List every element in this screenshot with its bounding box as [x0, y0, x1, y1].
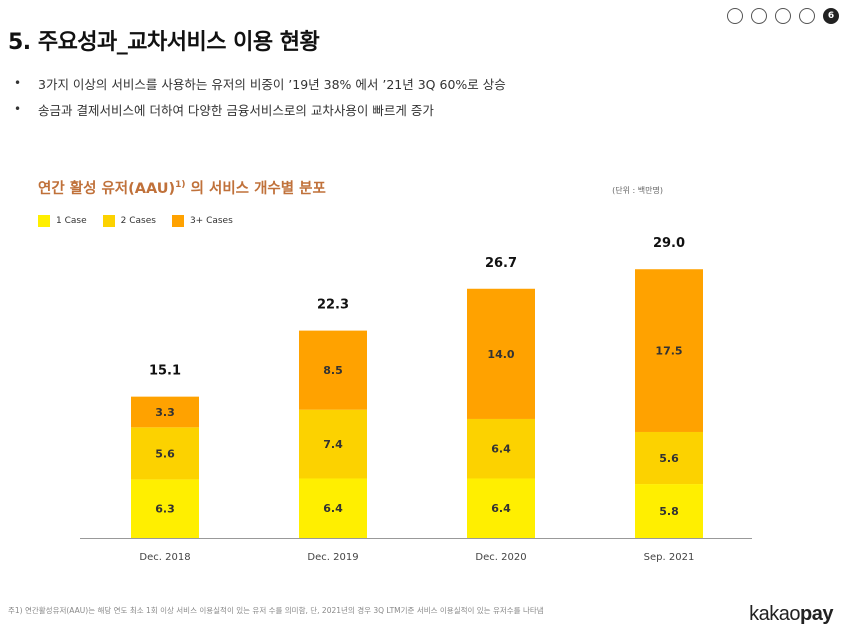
bar-segment: [299, 478, 367, 538]
legend-item: 1 Case: [38, 215, 87, 227]
chart-title-footnote-mark: 1): [175, 180, 186, 191]
bullet-text: 3가지 이상의 서비스를 사용하는 유저의 비중이 ’19년 38% 에서 ’2…: [38, 76, 506, 92]
x-tick-label: Dec. 2020: [475, 552, 526, 563]
data-label: 3.3: [155, 406, 175, 419]
chart-legend: 1 Case 2 Cases 3+ Cases: [38, 215, 233, 227]
bar-segment: [467, 478, 535, 538]
bar-segment: [131, 479, 199, 538]
bar-segment: [299, 409, 367, 479]
bullet-item: • 송금과 결제서비스에 더하여 다양한 금융서비스로의 교차사용이 빠르게 증…: [14, 96, 506, 122]
page-dot-current[interactable]: 6: [823, 8, 839, 24]
bar-segment: [467, 418, 535, 479]
page-indicator: 6: [727, 8, 839, 24]
footnote: 주1) 연간활성유저(AAU)는 해당 연도 최소 1회 이상 서비스 이용실적…: [8, 606, 544, 615]
data-label: 6.4: [491, 502, 511, 515]
total-label: 29.0: [653, 236, 685, 251]
legend-label: 1 Case: [56, 216, 87, 226]
logo-part-kakao: kakao: [749, 603, 801, 625]
chart-title: 연간 활성 유저(AAU)1) 의 서비스 개수별 분포: [38, 177, 326, 198]
kakaopay-logo: kakaopay: [749, 603, 833, 626]
bar-segment: [467, 288, 535, 419]
data-label: 6.4: [323, 502, 343, 515]
bar-segment: [131, 396, 199, 428]
x-tick-label: Sep. 2021: [644, 552, 695, 563]
data-label: 14.0: [487, 348, 514, 361]
page-dot[interactable]: [775, 8, 791, 24]
logo-part-pay: pay: [800, 603, 833, 625]
bullet-item: • 3가지 이상의 서비스를 사용하는 유저의 비중이 ’19년 38% 에서 …: [14, 70, 506, 96]
x-tick-label: Dec. 2018: [139, 552, 190, 563]
page-dot[interactable]: [799, 8, 815, 24]
total-label: 15.1: [149, 364, 181, 379]
bar-segment: [299, 330, 367, 410]
data-label: 17.5: [655, 345, 682, 358]
data-label: 5.6: [155, 447, 175, 460]
bar-segment: [635, 269, 703, 432]
legend-swatch: [38, 215, 50, 227]
legend-label: 2 Cases: [120, 216, 156, 226]
bullet-glyph: •: [14, 76, 22, 90]
x-tick-label: Dec. 2019: [307, 552, 358, 563]
total-label: 26.7: [485, 256, 517, 271]
data-label: 6.3: [155, 503, 175, 516]
page-dot[interactable]: [751, 8, 767, 24]
bar-segment: [635, 431, 703, 485]
chart-title-main: 연간 활성 유저(AAU): [38, 181, 176, 197]
bullet-glyph: •: [14, 102, 22, 116]
data-label: 5.8: [659, 505, 679, 518]
legend-label: 3+ Cases: [189, 216, 233, 226]
bar-segment: [635, 484, 703, 538]
page-title: 5. 주요성과_교차서비스 이용 현황: [8, 30, 320, 55]
data-label: 8.5: [323, 364, 343, 377]
legend-swatch: [171, 215, 184, 227]
data-label: 5.6: [659, 452, 679, 465]
page-dot[interactable]: [727, 8, 743, 24]
bullet-text: 송금과 결제서비스에 더하여 다양한 금융서비스로의 교차사용이 빠르게 증가: [38, 102, 434, 118]
legend-item: 2 Cases: [102, 215, 156, 227]
unit-label: (단위 : 백만명): [612, 186, 663, 195]
data-label: 6.4: [491, 443, 511, 456]
data-label: 7.4: [323, 438, 343, 451]
bullet-list: • 3가지 이상의 서비스를 사용하는 유저의 비중이 ’19년 38% 에서 …: [14, 70, 506, 122]
legend-item: 3+ Cases: [171, 215, 233, 227]
bar-segment: [131, 427, 199, 480]
chart-title-suffix: 의 서비스 개수별 분포: [185, 181, 326, 197]
legend-swatch: [102, 215, 115, 227]
total-label: 22.3: [317, 298, 349, 313]
